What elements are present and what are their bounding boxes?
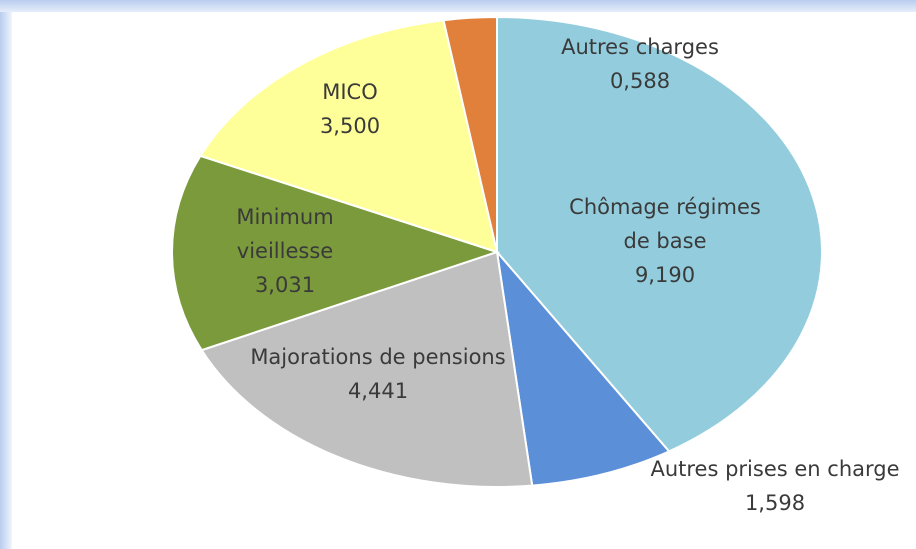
slice-name: Chômage régimes de base — [569, 195, 761, 253]
slice-name: MICO — [322, 80, 378, 104]
slice-name: Majorations de pensions — [250, 345, 506, 369]
slice-value: 3,500 — [319, 114, 381, 138]
slice-name: Autres charges — [561, 35, 719, 59]
slice-value: 0,588 — [609, 69, 671, 93]
slice-label: Autres prises en charge 1,598 — [650, 452, 900, 520]
slice-value: 1,598 — [744, 491, 806, 515]
slice-label: MICO 3,500 — [275, 75, 425, 143]
pie-slice — [496, 15, 823, 453]
pie-slice — [442, 15, 498, 253]
slice-value: 9,190 — [634, 263, 696, 287]
pie-slice — [171, 154, 501, 352]
slice-value: 4,441 — [347, 379, 409, 403]
slice-name: Minimum vieillesse — [236, 205, 334, 263]
slice-name: Autres prises en charge — [650, 457, 900, 481]
pie-slice — [200, 250, 534, 488]
slice-label: Majorations de pensions 4,441 — [248, 340, 508, 408]
slice-label: Minimum vieillesse 3,031 — [210, 200, 360, 302]
slice-label: Chômage régimes de base 9,190 — [560, 190, 770, 292]
top-frame — [0, 0, 916, 12]
slice-label: Autres charges 0,588 — [500, 30, 780, 98]
slice-value: 3,031 — [254, 273, 316, 297]
pie-slice — [198, 19, 499, 254]
pie-slice — [495, 248, 671, 487]
